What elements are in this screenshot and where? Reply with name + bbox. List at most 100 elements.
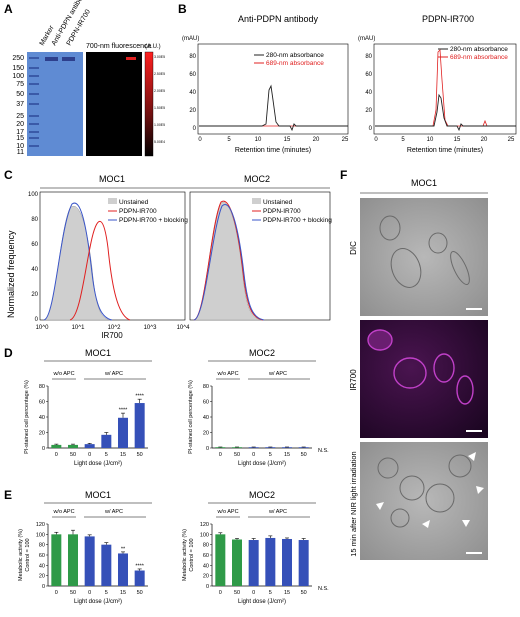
hplc-unit-right: (mAU) <box>358 36 375 42</box>
group-label-wo-3: w/o APC <box>216 509 238 515</box>
ylabel-3: Metabolic activity (%) <box>182 529 188 581</box>
xtick-r-5: 5 <box>401 137 405 143</box>
trace-280-right <box>375 93 516 132</box>
flow-xtick-3: 10^2 <box>108 325 121 331</box>
bar-2-4 <box>118 553 128 586</box>
xtick-label-1-2: 0 <box>252 452 255 458</box>
bar-chart-title-2: MOC1 <box>85 490 111 500</box>
scale-unit: (A.U.) <box>145 44 161 50</box>
mw-15: 15 <box>16 135 24 142</box>
flow-xtick-2: 10^1 <box>72 325 85 331</box>
mw-11: 11 <box>17 149 24 156</box>
hist-blocking-moc1 <box>43 202 113 321</box>
group-label-wo-2: w/o APC <box>52 509 74 515</box>
flow-ylabel: Normalized frequency <box>6 230 16 318</box>
xtick-l-15: 15 <box>284 137 291 143</box>
xtick-l-5: 5 <box>227 137 231 143</box>
xtick-label-1-1: 50 <box>234 452 240 458</box>
mw-50: 50 <box>16 91 24 98</box>
panel-label-f: F <box>340 168 348 182</box>
xtick-label-3-0: 0 <box>219 590 222 596</box>
ylabel-0: PI-stained cell percentage (%) <box>24 380 30 454</box>
trace-689-right <box>375 49 516 127</box>
mw-17: 17 <box>16 129 24 136</box>
pdpn-ir700-band <box>62 57 75 61</box>
mw-25: 25 <box>16 113 24 120</box>
hist-unstained-moc1 <box>43 206 111 321</box>
xtick-label-2-3: 5 <box>105 590 108 596</box>
flow-title-moc1: MOC1 <box>99 174 125 184</box>
ytick-label-3-4: 80 <box>203 543 209 549</box>
scale-tick-5: 1.00E5 <box>154 123 165 127</box>
xtick-label-0-0: 0 <box>55 452 58 458</box>
color-scale-bar <box>144 51 154 157</box>
bar-2-3 <box>101 544 112 586</box>
ns-label-1: N.S. <box>318 448 329 454</box>
scale-tick-2: 2.50E5 <box>154 72 165 76</box>
ytick-label-1-1: 20 <box>203 431 209 437</box>
pi-chart-moc2: MOC2 w/o APC w/ APC 0 20 40 60 80 PI-stained cel… <box>188 348 329 467</box>
legend-280-left: 280-nm absorbance <box>266 52 324 59</box>
bar-2-0 <box>51 534 62 586</box>
xlabel-0: Light dose (J/cm²) <box>74 461 122 467</box>
flow-frame-moc1 <box>39 191 186 321</box>
ns-label-3: N.S. <box>318 586 329 592</box>
bar-3-0 <box>215 534 226 586</box>
mw-20: 20 <box>16 121 24 128</box>
row-label-dic: DIC <box>349 241 358 255</box>
flow-ytick-60: 60 <box>31 242 38 248</box>
xlabel-2: Light dose (J/cm²) <box>74 599 122 605</box>
panel-label-d: D <box>4 346 13 360</box>
mw-75: 75 <box>16 81 24 88</box>
ytick-label-3-3: 60 <box>203 553 209 559</box>
bar-3-4 <box>282 538 292 586</box>
xtick-label-3-1: 50 <box>234 590 240 596</box>
ytick-label-3-0: 0 <box>206 584 209 590</box>
xtick-l-10: 10 <box>255 137 262 143</box>
dic-cells <box>379 215 470 288</box>
xlabel-1: Light dose (J/cm²) <box>238 461 286 467</box>
xlabel-3: Light dose (J/cm²) <box>238 599 286 605</box>
bar-chart-title-0: MOC1 <box>85 348 111 358</box>
flow-ytick-80: 80 <box>31 217 38 223</box>
bar-1-0 <box>215 447 226 448</box>
ytick-label-3-6: 120 <box>200 522 209 528</box>
hplc-unit-left: (mAU) <box>182 36 199 42</box>
legend-280-right: 280-nm absorbance <box>450 46 508 53</box>
trace-280-left <box>199 84 348 132</box>
xtick-label-3-4: 15 <box>284 590 290 596</box>
ytick-l-40: 40 <box>189 90 196 96</box>
ytick-label-2-2: 40 <box>39 563 45 569</box>
xtick-label-1-5: 50 <box>301 452 307 458</box>
panel-f-microscopy: MOC1 DIC IR700 15 min after NIR light ir… <box>349 178 488 560</box>
xtick-label-0-5: 50 <box>137 452 143 458</box>
xtick-label-1-0: 0 <box>219 452 222 458</box>
hist-blocking-moc2 <box>193 204 265 321</box>
ytick-r-40: 40 <box>365 90 372 96</box>
xtick-l-0: 0 <box>198 137 202 143</box>
ytick-label-0-0: 0 <box>42 446 45 452</box>
xtick-label-2-2: 0 <box>88 590 91 596</box>
ytick-label-1-2: 40 <box>203 415 209 421</box>
flow-title-moc2: MOC2 <box>244 174 270 184</box>
hplc-plot-frame-left <box>197 43 349 135</box>
mw-10: 10 <box>16 143 24 150</box>
dic-image <box>360 198 488 316</box>
ytick-l-0: 0 <box>193 126 197 132</box>
bar-chart-title-3: MOC2 <box>249 490 275 500</box>
flow-legend-blocking-moc2: PDPN-IR700 + blocking <box>263 217 332 224</box>
bar-1-3 <box>265 447 276 448</box>
hplc-xlabel-left: Retention time (minutes) <box>235 147 311 154</box>
bar-3-2 <box>248 540 259 586</box>
panel-a-gel-figure: Marker Anti-PDPN antibody PDPN-IR700 250… <box>12 0 165 157</box>
ytick-label-1-4: 80 <box>203 384 209 390</box>
sig-2-4: ** <box>121 546 126 552</box>
flow-ytick-0: 0 <box>35 317 39 323</box>
ytick-label-2-5: 100 <box>36 532 45 538</box>
ytick-label-2-6: 120 <box>36 522 45 528</box>
ytick-l-20: 20 <box>189 108 196 114</box>
microscopy-title: MOC1 <box>411 178 437 188</box>
panel-label-a: A <box>4 2 13 16</box>
flow-xlabel: IR700 <box>101 331 123 340</box>
mw-100: 100 <box>12 73 24 80</box>
